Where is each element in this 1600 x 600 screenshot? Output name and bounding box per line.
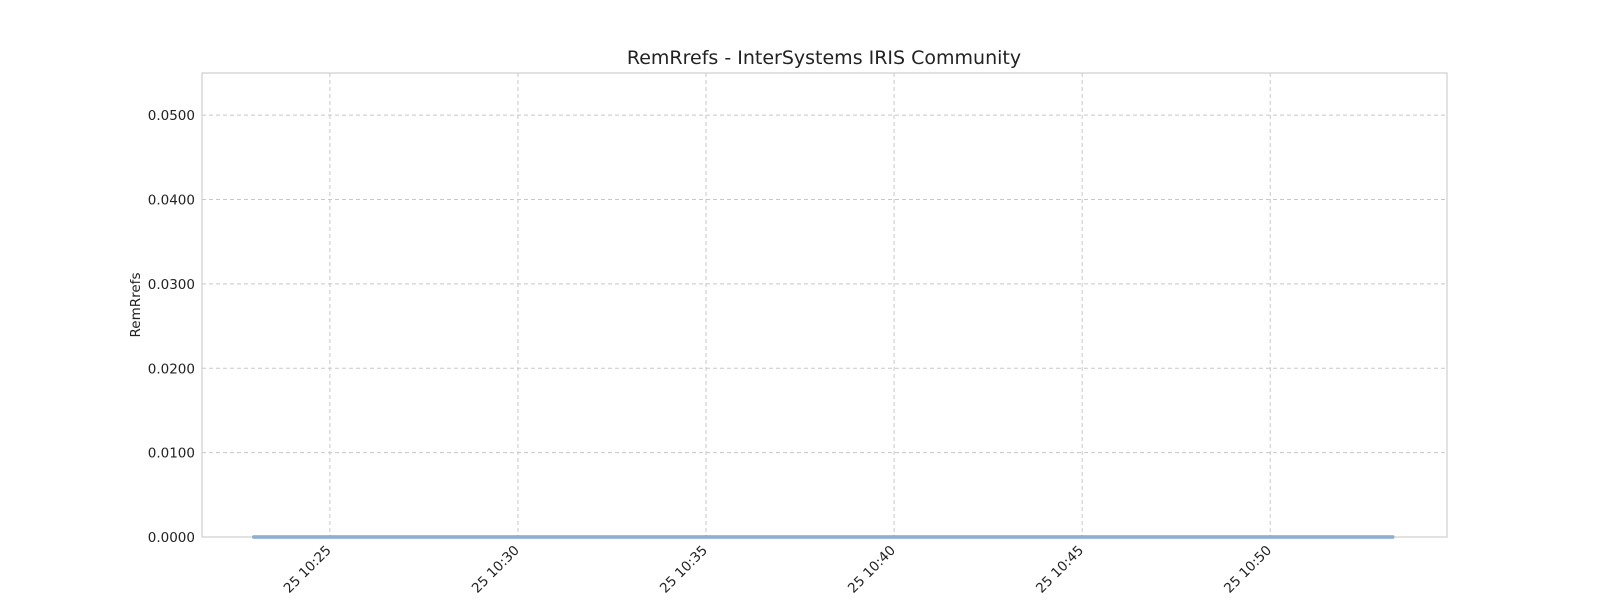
y-tick-label: 0.0000 — [148, 530, 195, 546]
y-tick-label: 0.0300 — [148, 277, 195, 293]
x-tick-label: 25 10:35 — [657, 543, 711, 597]
y-axis-label: RemRrefs — [128, 273, 144, 338]
y-axis: 0.0000 0.0100 0.0200 0.0300 0.0400 0.0500 — [148, 108, 195, 546]
y-tick-label: 0.0400 — [148, 193, 195, 209]
x-tick-label: 25 10:30 — [469, 543, 523, 597]
grid — [202, 73, 1447, 538]
y-tick-label: 0.0500 — [148, 108, 195, 124]
x-tick-label: 25 10:25 — [281, 543, 335, 597]
x-tick-label: 25 10:50 — [1221, 543, 1275, 597]
chart-title: RemRrefs - InterSystems IRIS Community — [627, 47, 1021, 69]
plot-frame — [201, 72, 1448, 538]
x-tick-label: 25 10:40 — [845, 543, 899, 597]
x-axis: 25 10:25 25 10:30 25 10:35 25 10:40 25 10:45… — [281, 543, 1275, 597]
x-tick-label: 25 10:45 — [1033, 543, 1087, 597]
y-tick-label: 0.0100 — [148, 446, 195, 462]
y-tick-label: 0.0200 — [148, 361, 195, 377]
